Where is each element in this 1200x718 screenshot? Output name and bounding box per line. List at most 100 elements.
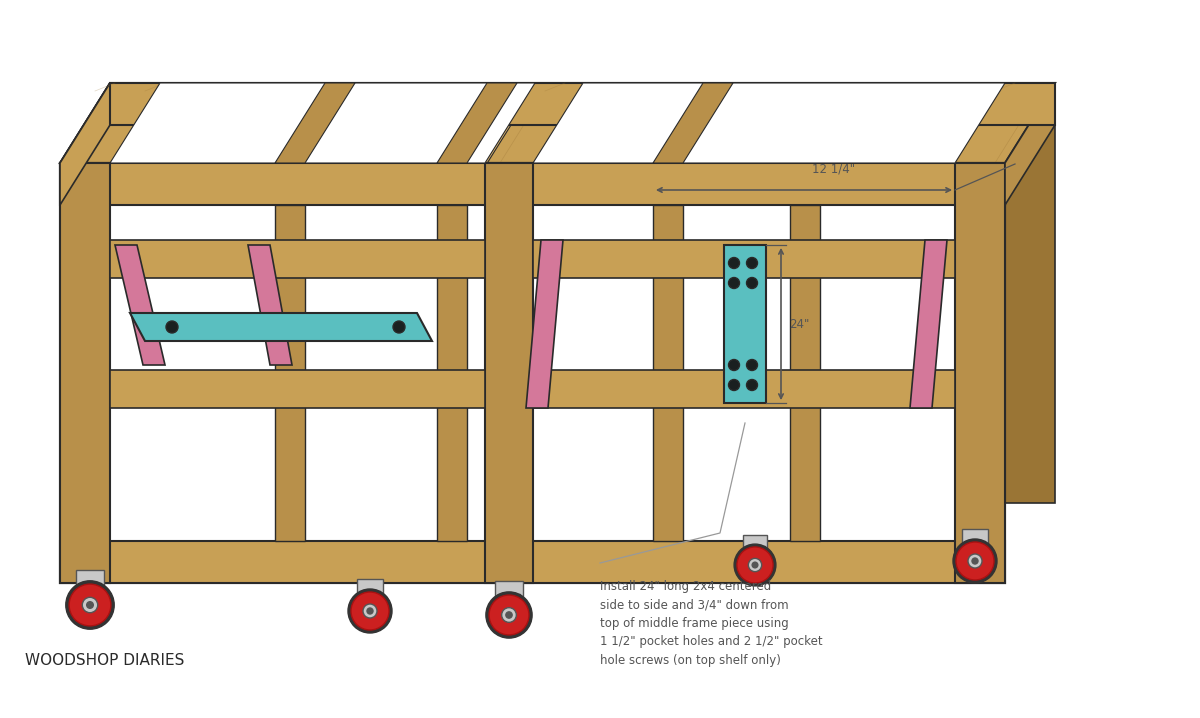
Bar xyxy=(275,205,305,541)
Circle shape xyxy=(968,554,982,568)
Bar xyxy=(533,370,955,408)
Bar xyxy=(92,583,101,600)
Polygon shape xyxy=(110,125,511,205)
Polygon shape xyxy=(110,83,1055,125)
Polygon shape xyxy=(1006,83,1055,205)
Circle shape xyxy=(752,554,758,560)
Circle shape xyxy=(746,258,757,269)
Polygon shape xyxy=(248,245,292,365)
Polygon shape xyxy=(60,83,110,205)
Bar xyxy=(60,163,110,583)
Circle shape xyxy=(953,539,997,583)
Text: 24": 24" xyxy=(790,317,809,330)
Bar xyxy=(653,205,683,541)
Polygon shape xyxy=(60,170,110,288)
Bar xyxy=(743,535,767,548)
Circle shape xyxy=(506,603,512,610)
Circle shape xyxy=(490,595,529,635)
Circle shape xyxy=(86,593,94,600)
Circle shape xyxy=(166,321,178,333)
Circle shape xyxy=(728,360,739,370)
Polygon shape xyxy=(526,240,563,408)
Circle shape xyxy=(506,612,512,618)
Circle shape xyxy=(746,277,757,289)
Polygon shape xyxy=(160,290,1006,328)
Polygon shape xyxy=(130,313,432,341)
Circle shape xyxy=(972,558,978,564)
Bar xyxy=(358,579,383,593)
Circle shape xyxy=(70,584,110,626)
Circle shape xyxy=(352,592,389,630)
Bar xyxy=(360,591,368,606)
Bar xyxy=(60,163,1006,205)
Polygon shape xyxy=(683,205,790,541)
Bar xyxy=(60,541,1006,583)
Bar xyxy=(757,546,764,560)
Bar xyxy=(485,163,533,583)
Bar xyxy=(110,370,485,408)
Circle shape xyxy=(502,607,516,623)
Circle shape xyxy=(749,559,762,572)
Polygon shape xyxy=(533,83,1006,163)
Bar xyxy=(437,205,467,541)
Polygon shape xyxy=(60,461,110,583)
Circle shape xyxy=(752,562,758,568)
Polygon shape xyxy=(467,205,485,541)
Circle shape xyxy=(746,380,757,391)
Bar xyxy=(965,541,973,556)
Polygon shape xyxy=(275,83,355,163)
Polygon shape xyxy=(437,83,517,163)
Circle shape xyxy=(728,258,739,269)
Polygon shape xyxy=(580,443,583,461)
Bar xyxy=(496,582,523,596)
Polygon shape xyxy=(60,83,110,583)
Circle shape xyxy=(348,589,392,633)
Circle shape xyxy=(364,604,377,618)
Text: Install 24" long 2x4 centered
side to side and 3/4" down from
top of middle fram: Install 24" long 2x4 centered side to si… xyxy=(600,580,823,667)
Bar xyxy=(977,541,985,556)
Polygon shape xyxy=(60,83,1055,163)
Bar xyxy=(955,163,1006,583)
Polygon shape xyxy=(580,421,583,439)
Circle shape xyxy=(83,597,97,612)
Polygon shape xyxy=(60,163,1006,583)
Text: 12 1/4": 12 1/4" xyxy=(812,163,856,176)
Polygon shape xyxy=(724,245,766,403)
Polygon shape xyxy=(110,278,275,370)
Bar xyxy=(76,570,104,585)
Circle shape xyxy=(86,602,94,608)
Polygon shape xyxy=(820,205,955,541)
Bar xyxy=(372,591,380,606)
Circle shape xyxy=(367,608,373,614)
Circle shape xyxy=(367,600,373,606)
Polygon shape xyxy=(533,205,653,541)
Polygon shape xyxy=(60,83,110,205)
Polygon shape xyxy=(653,83,733,163)
Text: WOODSHOP DIARIES: WOODSHOP DIARIES xyxy=(25,653,185,668)
Polygon shape xyxy=(910,240,947,408)
Bar xyxy=(790,205,820,541)
Polygon shape xyxy=(1006,83,1055,503)
Circle shape xyxy=(66,581,114,629)
Circle shape xyxy=(972,550,978,556)
Circle shape xyxy=(728,380,739,391)
Polygon shape xyxy=(160,83,1006,125)
Polygon shape xyxy=(535,83,583,503)
Circle shape xyxy=(486,592,532,638)
Circle shape xyxy=(728,277,739,289)
Bar xyxy=(745,546,754,560)
Bar xyxy=(533,240,955,278)
Bar xyxy=(498,594,506,610)
Circle shape xyxy=(737,547,773,583)
Polygon shape xyxy=(110,205,275,240)
Bar xyxy=(962,529,988,543)
Bar xyxy=(79,583,88,600)
Circle shape xyxy=(746,360,757,370)
Polygon shape xyxy=(580,399,583,417)
Circle shape xyxy=(956,542,994,580)
Polygon shape xyxy=(305,205,437,541)
Circle shape xyxy=(734,544,776,586)
Circle shape xyxy=(394,321,406,333)
Polygon shape xyxy=(60,290,110,408)
Bar xyxy=(511,594,520,610)
